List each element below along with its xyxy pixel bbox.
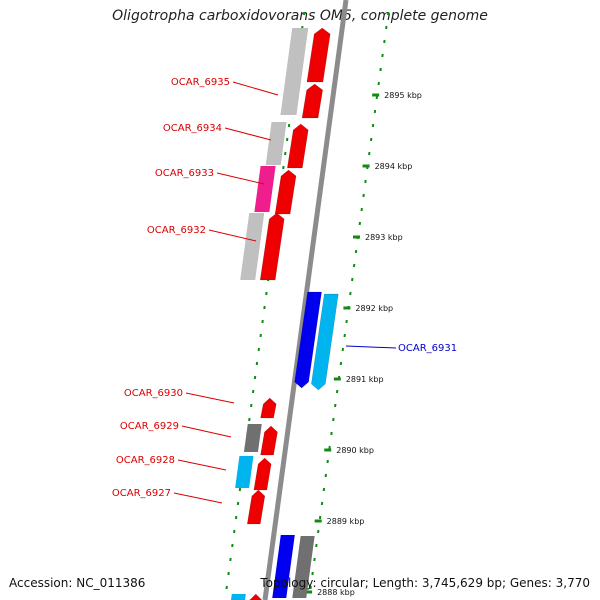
gene-leader-line <box>345 345 397 349</box>
forward-cds-arrow <box>253 457 272 491</box>
gene-leader-line <box>208 229 257 242</box>
gene-block-blue <box>272 535 295 598</box>
gene-label: OCAR_6928 <box>116 455 175 466</box>
gene-leader-line <box>185 392 235 404</box>
map-title: Oligotropha carboxidovorans OM5, complet… <box>112 8 488 24</box>
forward-cds-arrow <box>287 123 309 169</box>
gene-leader-line <box>224 127 272 141</box>
scale-tick-label: 2895 kbp <box>384 91 422 100</box>
gene-label: OCAR_6935 <box>171 77 230 88</box>
gene-label: OCAR_6934 <box>163 123 222 134</box>
gene-label: OCAR_6933 <box>155 168 214 179</box>
gene-label: OCAR_6932 <box>147 225 206 236</box>
forward-cds-arrow <box>259 212 285 281</box>
scale-tick-label: 2894 kbp <box>375 162 413 171</box>
scale-tick-label: 2893 kbp <box>365 233 403 242</box>
gene-leader-line <box>232 81 279 96</box>
gene-block-gray <box>280 28 309 115</box>
forward-cds-arrow <box>246 489 266 525</box>
scale-tick-label: 2888 kbp <box>317 588 355 597</box>
genome-summary-text: Topology: circular; Length: 3,745,629 bp… <box>260 576 590 590</box>
gene-leader-line <box>177 459 227 471</box>
gene-leader-line <box>216 172 265 185</box>
accession-text: Accession: NC_011386 <box>9 576 146 590</box>
forward-cds-arrow <box>260 425 278 456</box>
gene-block-gray <box>240 213 265 280</box>
reverse-cds-block <box>311 293 339 391</box>
forward-cds-arrow <box>249 593 263 600</box>
gene-block-darkgray <box>243 424 262 452</box>
scale-tick-label: 2892 kbp <box>355 304 393 313</box>
gene-block-gray <box>265 122 287 165</box>
gene-label: OCAR_6931 <box>398 343 457 354</box>
gene-leader-line <box>173 492 223 504</box>
gene-block-lightblue <box>235 456 254 488</box>
reverse-cds-arrow <box>294 291 322 389</box>
gene-label: OCAR_6929 <box>120 421 179 432</box>
gene-label: OCAR_6930 <box>124 388 183 399</box>
scale-tick-label: 2889 kbp <box>327 517 365 526</box>
gene-block-darkgray <box>292 536 315 598</box>
forward-cds-arrow <box>274 169 297 215</box>
forward-cds-arrow <box>301 83 323 119</box>
gene-block-lightblue <box>231 594 246 600</box>
gene-label: OCAR_6927 <box>112 488 171 499</box>
forward-cds-arrow <box>260 397 277 419</box>
forward-cds-arrow <box>306 27 331 83</box>
backbone-line <box>262 0 349 600</box>
scale-tick-label: 2891 kbp <box>346 375 384 384</box>
gene-block-magenta <box>254 166 276 212</box>
gene-leader-line <box>181 425 232 438</box>
scale-tick-label: 2890 kbp <box>336 446 374 455</box>
